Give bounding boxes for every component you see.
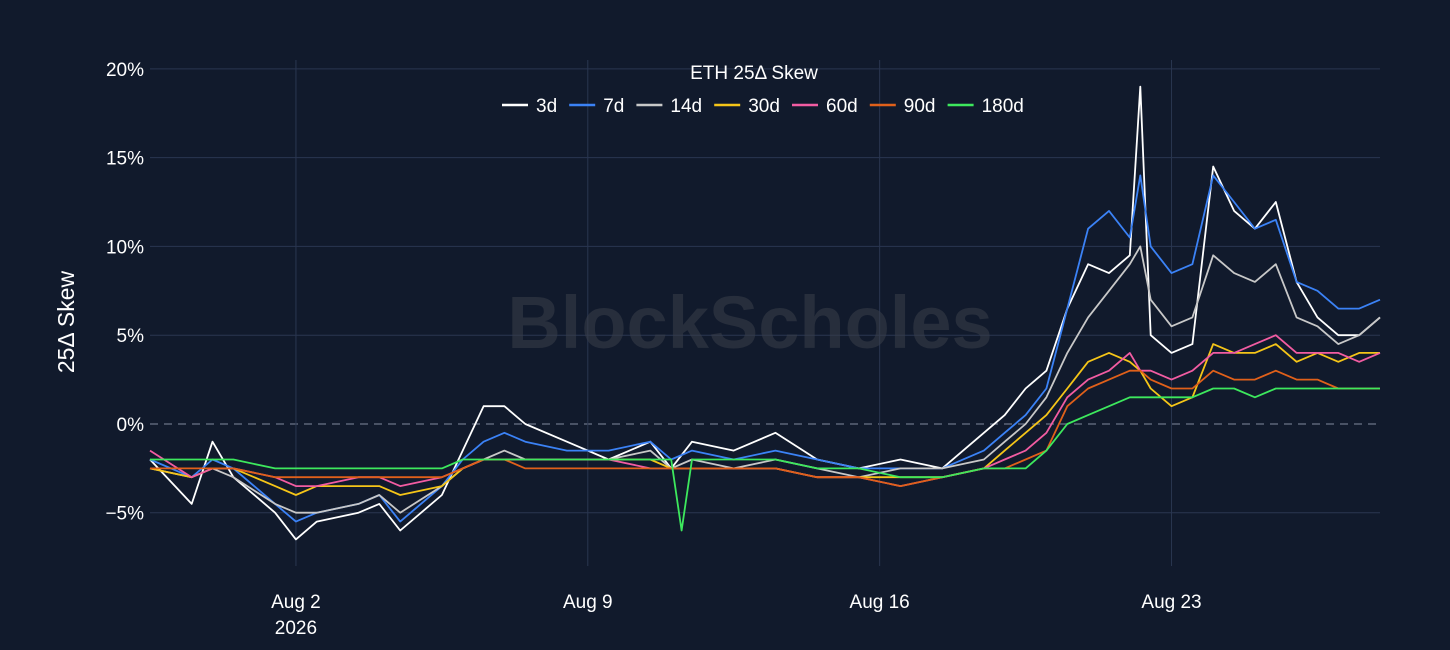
legend-item-30d: 30d — [714, 96, 780, 117]
x-tick-label: Aug 2 — [271, 592, 321, 613]
y-tick-label: 15% — [106, 149, 144, 170]
legend-item-90d: 90d — [869, 96, 936, 117]
legend-label: 7d — [603, 96, 624, 117]
legend-item-3d: 3d — [502, 96, 557, 117]
legend-item-60d: 60d — [792, 96, 858, 117]
legend-label: 14d — [670, 96, 702, 117]
series-line-30d — [149, 343, 1380, 496]
watermark: BlockScholes — [507, 281, 992, 364]
grid — [150, 60, 1380, 566]
legend-label: 30d — [748, 96, 780, 117]
legend-label: 180d — [982, 96, 1024, 117]
legend-item-14d: 14d — [636, 96, 702, 117]
legend-item-7d: 7d — [569, 96, 624, 117]
series-line-90d — [150, 369, 1380, 487]
x-tick-label: Aug 9 — [563, 592, 613, 613]
y-axis-title: 25Δ Skew — [53, 270, 79, 373]
legend-label: 90d — [904, 96, 936, 117]
y-tick-label: 10% — [106, 237, 144, 258]
y-axis: −5% 0% 5% 10% 15% 20% — [105, 60, 144, 525]
x-tick-year-label: 2026 — [275, 618, 317, 639]
y-tick-label: −5% — [105, 504, 144, 525]
legend: 3d 7d 14d 30d 60d 90d 180d — [502, 96, 1024, 117]
legend-label: 3d — [536, 96, 557, 117]
x-tick-label: Aug 16 — [850, 592, 910, 613]
legend-label: 60d — [826, 96, 858, 117]
legend-item-180d: 180d — [947, 96, 1024, 117]
y-tick-label: 5% — [117, 326, 145, 347]
x-tick-label: Aug 23 — [1141, 592, 1201, 613]
y-tick-label: 0% — [117, 415, 145, 436]
series-lines — [149, 85, 1381, 541]
chart-title: ETH 25Δ Skew — [690, 63, 818, 84]
y-tick-label: 20% — [106, 60, 144, 81]
x-axis: Aug 2 2026 Aug 9 Aug 16 Aug 23 — [271, 592, 1202, 639]
series-line-180d — [150, 387, 1380, 532]
